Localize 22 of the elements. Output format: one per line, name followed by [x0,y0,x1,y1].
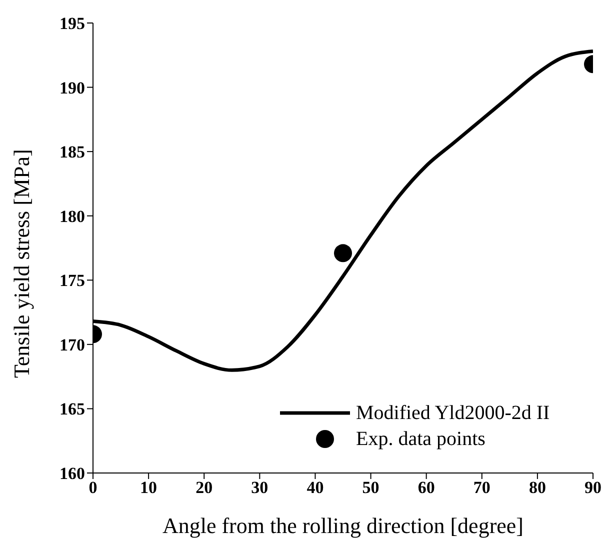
x-tick-label: 70 [473,478,490,498]
x-tick-label: 40 [306,478,324,498]
y-tick-label: 190 [60,78,85,98]
y-tick-label: 170 [60,335,85,354]
y-tick-label: 195 [60,14,85,34]
y-tick-label: 165 [60,400,85,419]
y-tick-label: 185 [60,142,85,162]
x-tick-label: 30 [251,478,268,498]
x-tick-label: 50 [362,478,380,498]
y-axis-title: Tensile yield stress [MPa] [8,149,34,378]
legend-label: Modified Yld2000-2d II [356,401,550,426]
x-tick-label: 20 [196,478,213,498]
y-tick-label: 160 [60,464,85,484]
x-tick-label: 0 [88,478,98,498]
x-tick-label: 60 [418,478,435,498]
x-axis-title: Angle from the rolling direction [degree] [162,513,524,538]
legend-label: Exp. data points [356,427,486,452]
x-tick-label: 80 [528,478,546,498]
y-tick-label: 180 [60,206,85,226]
y-tick-label: 175 [60,271,85,290]
x-tick-label: 10 [140,478,158,498]
x-tick-label: 90 [584,478,602,498]
